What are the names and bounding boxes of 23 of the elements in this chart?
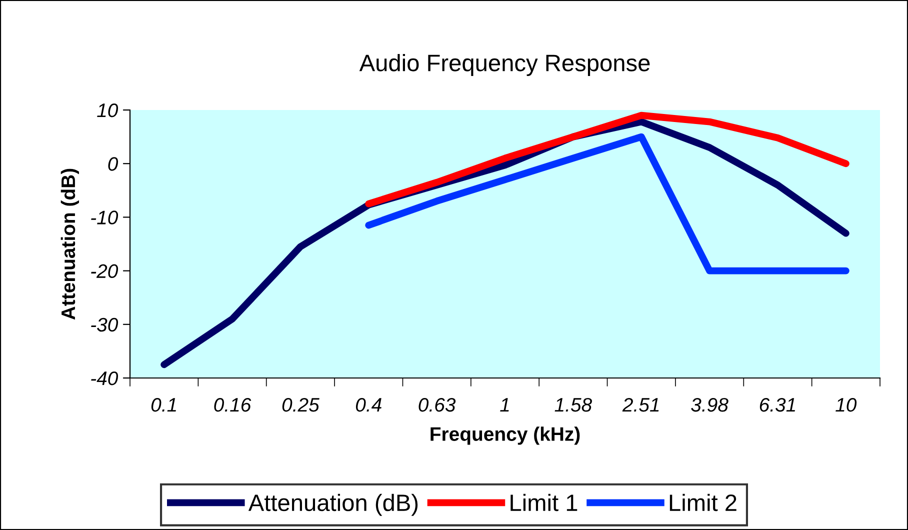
y-tick-label: -40	[91, 371, 118, 386]
x-tick-label: 10	[836, 398, 857, 412]
x-tick-label: 3.98	[691, 398, 728, 412]
chart-title: Audio Frequency Response	[359, 54, 650, 76]
x-tick-label: 0.16	[214, 398, 252, 412]
x-axis-title: Frequency (kHz)	[430, 426, 580, 445]
x-tick-label: 0.1	[151, 398, 176, 412]
x-tick-label: 0.63	[418, 398, 456, 412]
x-tick-label: 6.31	[760, 398, 796, 412]
y-tick-label: -10	[91, 210, 118, 224]
x-tick-label: 1	[500, 398, 509, 412]
y-tick-label: -20	[91, 264, 118, 278]
y-tick-label: 10	[97, 103, 118, 118]
y-axis-title: Attenuation (dB)	[60, 168, 79, 320]
x-tick-label: 0.4	[356, 398, 382, 412]
x-tick-label: 0.25	[282, 398, 320, 412]
legend-label: Attenuation (dB)	[248, 494, 418, 516]
legend-label: Limit 2	[670, 494, 736, 512]
y-tick-label: 0	[108, 157, 118, 171]
x-tick-label: 2.51	[622, 398, 659, 412]
y-tick-label: -30	[91, 318, 118, 332]
x-tick-label: 1.58	[554, 398, 592, 412]
legend-label: Limit 1	[510, 494, 578, 512]
